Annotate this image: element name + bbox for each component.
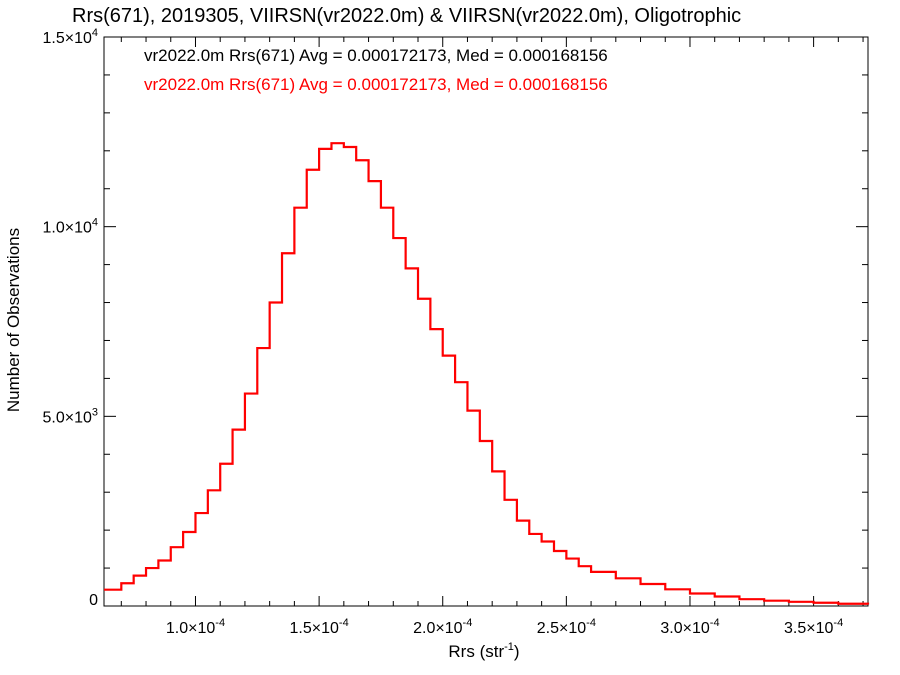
histogram-series-line [104,142,870,605]
y-tick-label: 1.5×104 [42,27,98,47]
y-tick-label: 1.0×104 [42,217,98,237]
plot-area: 1.0×10-4 1.5×10-4 2.0×10-4 2.5×10-4 3.0×10-4… [42,27,870,637]
x-tick-label: 3.0×10-4 [660,617,719,637]
x-axis-label-text: Rrs (str [448,642,504,661]
x-tick-label: 3.5×10-4 [784,617,843,637]
annotation-black: vr2022.0m Rrs(671) Avg = 0.000172173, Me… [144,46,608,65]
chart-title: Rrs(671), 2019305, VIIRSN(vr2022.0m) & V… [72,5,741,27]
annotation-red: vr2022.0m Rrs(671) Avg = 0.000172173, Me… [144,75,608,94]
x-tick-label: 2.5×10-4 [537,617,596,637]
x-axis-label: Rrs (str-1) [448,641,519,661]
y-axis-label: Number of Observations [4,228,23,412]
y-tick-label: 0 [89,592,98,609]
x-tick-label: 1.5×10-4 [290,617,349,637]
x-axis-label-close: ) [514,642,520,661]
x-tick-label: 2.0×10-4 [413,617,472,637]
x-axis-label-exponent: -1 [504,641,514,653]
x-tick-label: 1.0×10-4 [166,617,225,637]
y-tick-label: 5.0×103 [42,406,98,426]
plot-frame [103,36,869,607]
